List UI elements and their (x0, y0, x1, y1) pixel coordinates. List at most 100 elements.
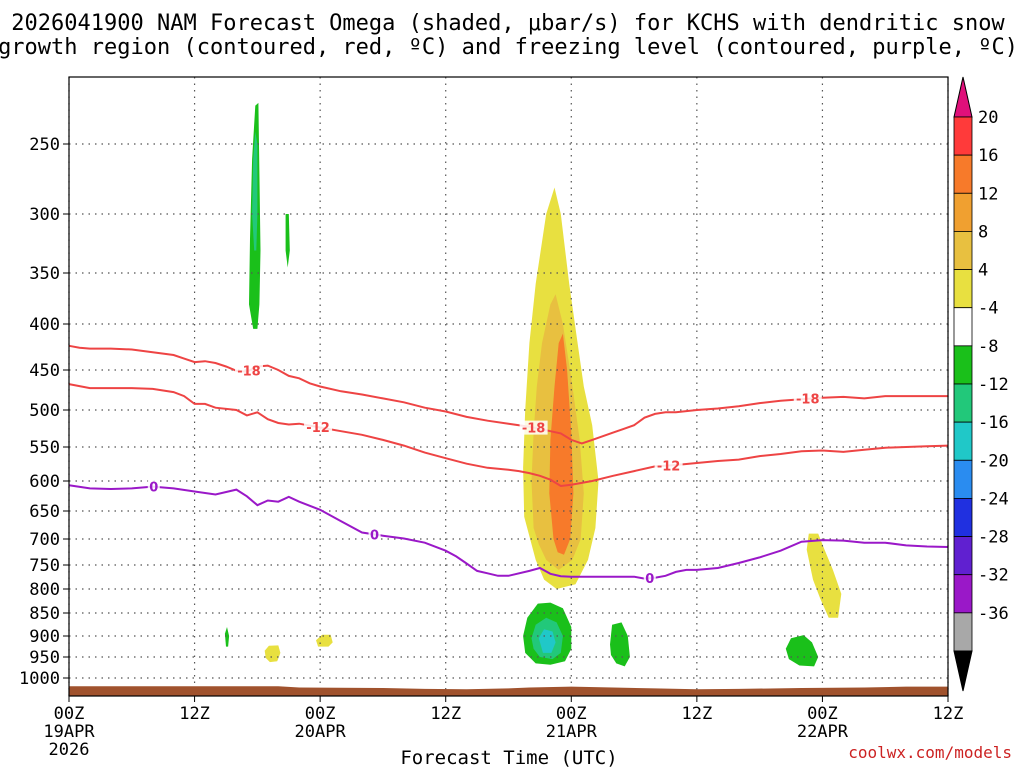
colorbar-level-9: -20 (978, 451, 1009, 471)
plot-frame (68, 76, 949, 697)
omega-shade-subsidence-900mb-east (610, 622, 630, 667)
temperature-contours: -18 -18 -18 -12 -12 0 0 0 (68, 344, 949, 587)
colorbar-level-13: -36 (978, 604, 1009, 624)
colorbar-level-12: -32 (978, 566, 1009, 586)
y-tick-label-350: 350 (29, 264, 60, 284)
contour-label-0-2: 0 (645, 572, 654, 587)
contour-label-bg--18-1 (519, 420, 548, 435)
x-tick-label-36: 12Z (430, 704, 461, 724)
plot-area: -18 -18 -18 -12 -12 0 0 0 (68, 76, 949, 697)
omega-shade-subsidence-950mb-22APR (785, 635, 819, 667)
colorbar-swatch-0 (953, 116, 973, 156)
colorbar: 20 16 12 8 4 -4 -8 -12 -16 -20 -24 -28 -32 -36 (953, 76, 1009, 692)
colorbar-swatch-1 (953, 154, 973, 194)
x-tick-label-0: 00Z (54, 704, 85, 724)
colorbar-level-7: -12 (978, 375, 1009, 395)
omega-shade-subsidence-250-300-core (252, 131, 258, 251)
contour-label-bg--12-0 (304, 420, 333, 435)
colorbar-level-8: -16 (978, 413, 1009, 433)
contour-label--12-0: -12 (306, 421, 330, 436)
x-tick-label-24: 00Z (305, 704, 336, 724)
colorbar-level-6: -8 (978, 337, 998, 357)
y-tick-label-700: 700 (29, 530, 60, 550)
x-date-label-24: 20APR (295, 722, 347, 742)
colorbar-top-arrow (953, 76, 973, 118)
chart-title-line-2: growth region (contoured, red, ºC) and f… (0, 35, 1018, 60)
colorbar-level-0: 20 (978, 108, 998, 128)
contour-label-0-0: 0 (149, 481, 158, 496)
y-tick-label-850: 850 (29, 604, 60, 624)
x-year-label-0: 2026 (49, 740, 90, 760)
y-axis-pressure: 250 300 350 400 450 500 550 600 650 700 750 800 850 9… (19, 135, 69, 689)
y-tick-label-750: 750 (29, 556, 60, 576)
y-tick-label-800: 800 (29, 580, 60, 600)
colorbar-swatch-3 (953, 231, 973, 270)
y-tick-label-950: 950 (29, 648, 60, 668)
colorbar-swatch-2 (953, 192, 973, 232)
colorbar-level-4: 4 (978, 261, 988, 281)
contour-label-bg-0-1 (368, 527, 381, 542)
colorbar-level-2: 12 (978, 184, 998, 204)
contour-label-bg--12-1 (654, 458, 683, 473)
x-tick-label-60: 12Z (681, 704, 712, 724)
x-axis-label: Forecast Time (UTC) (400, 747, 617, 768)
contour-label-bg--18-2 (793, 391, 822, 406)
y-tick-label-300: 300 (29, 205, 60, 225)
y-tick-label-500: 500 (29, 401, 60, 421)
colorbar-swatch-8 (953, 421, 973, 461)
terrain-fill (69, 686, 948, 696)
omega-shade-upward-motion-core-12-16 (549, 333, 574, 555)
terrain-surface (69, 686, 948, 696)
contour-label-0-1: 0 (370, 528, 379, 543)
colorbar-swatch-12 (953, 574, 973, 614)
colorbar-swatch-11 (953, 536, 973, 576)
contour-line-0 (68, 484, 949, 580)
omega-shade-subsidence-900mb-core-cyan (538, 629, 556, 653)
x-tick-label-84: 12Z (933, 704, 964, 724)
x-date-label-48: 21APR (546, 722, 598, 742)
contour-label--18-1: -18 (522, 422, 546, 437)
x-tick-label-12: 12Z (179, 704, 210, 724)
colorbar-swatch-9 (953, 459, 973, 499)
y-tick-label-1000: 1000 (19, 669, 60, 689)
omega-shade-small-positive-blob-950mb-A (264, 645, 281, 663)
colorbar-bottom-arrow (953, 650, 973, 692)
y-tick-label-600: 600 (29, 472, 60, 492)
y-tick-label-400: 400 (29, 315, 60, 335)
x-tick-label-72: 00Z (807, 704, 838, 724)
credit-text: coolwx.com/models (848, 743, 1012, 762)
colorbar-swatch-10 (953, 498, 973, 537)
contour-label--18-2: -18 (796, 393, 820, 408)
colorbar-swatch-7 (953, 383, 973, 423)
contour-label-bg-0-2 (643, 571, 656, 586)
omega-shade-subsidence-900mb-tiny (224, 627, 230, 647)
colorbar-swatch-6 (953, 345, 973, 385)
omega-shading (224, 102, 842, 667)
contour-line--12 (68, 383, 949, 488)
y-tick-label-250: 250 (29, 135, 60, 155)
y-tick-label-900: 900 (29, 627, 60, 647)
y-tick-label-650: 650 (29, 502, 60, 522)
chart-title-line-1: 2026041900 NAM Forecast Omega (shaded, μ… (11, 11, 1005, 36)
colorbar-level-1: 16 (978, 146, 998, 166)
colorbar-level-3: 8 (978, 222, 988, 242)
x-tick-label-48: 00Z (556, 704, 587, 724)
y-tick-label-550: 550 (29, 438, 60, 458)
x-date-label-0: 19APR (43, 722, 95, 742)
contour-line--18 (68, 344, 948, 445)
colorbar-swatch-5 (953, 307, 973, 347)
contour-label--18-0: -18 (237, 365, 261, 380)
colorbar-swatch-4 (953, 269, 973, 309)
colorbar-level-11: -28 (978, 528, 1009, 548)
colorbar-level-10: -24 (978, 489, 1009, 509)
contour-label-bg--18-0 (234, 363, 263, 378)
contour-label--12-1: -12 (657, 460, 681, 475)
contour-label-bg-0-0 (147, 479, 160, 494)
colorbar-swatch-13 (953, 612, 973, 652)
omega-shade-subsidence-thin-strip-300mb (285, 214, 290, 268)
x-date-label-72: 22APR (797, 722, 849, 742)
colorbar-level-5: -4 (978, 299, 998, 319)
omega-shade-small-positive-blob-700mb (806, 533, 842, 618)
